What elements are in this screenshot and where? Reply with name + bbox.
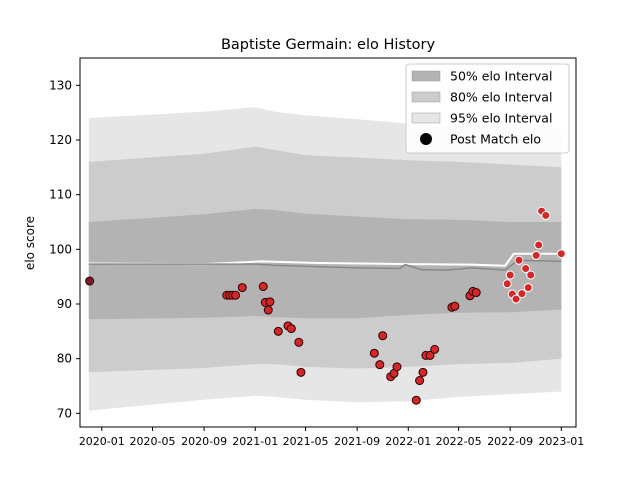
chart-title: Baptiste Germain: elo History [221, 37, 436, 53]
projected-point [514, 255, 524, 265]
y-tick-label: 80 [57, 352, 72, 366]
legend-marker [420, 133, 432, 145]
plot-frame [79, 57, 577, 428]
y-tick-label: 110 [49, 188, 72, 202]
post-match-point [415, 376, 425, 386]
post-match-point [450, 301, 460, 311]
x-tick-label: 2021-01 [232, 435, 278, 448]
post-match-point [369, 348, 379, 358]
projected-point [531, 250, 541, 260]
x-axis: 2020-01 2020-05 2020-09 2021-01 2021-05 2021-… [79, 427, 584, 448]
y-axis-label: elo score [23, 216, 37, 270]
post-match-point [294, 337, 304, 347]
legend-swatch [411, 70, 441, 82]
x-tick-label: 2022-09 [487, 435, 533, 448]
x-tick-label: 2021-09 [334, 435, 380, 448]
post-match-point [231, 290, 241, 300]
y-axis: 70 80 90 100 110 120 130 [49, 78, 80, 420]
post-match-point [425, 350, 435, 360]
mean-elo-line [88, 252, 562, 267]
y-tick-label: 100 [49, 242, 72, 256]
y-tick-label: 90 [57, 297, 72, 311]
legend-swatch [411, 112, 441, 124]
post-match-point [85, 276, 95, 286]
x-tick-label: 2020-09 [181, 435, 227, 448]
projected-point [517, 289, 527, 299]
band-50 [88, 208, 562, 320]
post-match-point [375, 360, 385, 370]
post-match-point [378, 331, 388, 341]
median-elo-line [88, 259, 562, 271]
post-match-point [430, 344, 440, 354]
x-tick-label: 2022-01 [385, 435, 431, 448]
legend: 50% elo Interval 80% elo Interval 95% elo … [405, 63, 570, 154]
y-tick-label: 120 [49, 133, 72, 147]
projected-point [505, 270, 515, 280]
post-match-point [265, 297, 275, 307]
post-match-point [418, 367, 428, 377]
x-tick-label: 2020-05 [130, 435, 176, 448]
projected-point [502, 279, 512, 289]
projected-point [521, 263, 531, 273]
legend-label: Post Match elo [450, 132, 541, 147]
legend-label: 95% elo Interval [450, 111, 552, 126]
projected-point [523, 283, 533, 293]
projected-point [541, 210, 551, 220]
post-match-point [471, 288, 481, 298]
post-match-point [296, 367, 306, 377]
legend-swatch [411, 91, 441, 103]
post-match-point [258, 282, 268, 292]
y-tick-label: 130 [49, 78, 72, 92]
post-match-point [237, 283, 247, 293]
post-match-point [392, 362, 402, 372]
post-match-point [273, 326, 283, 336]
legend-box [405, 63, 570, 154]
y-tick-label: 70 [57, 406, 72, 420]
x-tick-label: 2021-05 [283, 435, 329, 448]
post-match-point [263, 305, 273, 315]
x-tick-label: 2023-01 [538, 435, 584, 448]
legend-label: 80% elo Interval [450, 90, 552, 105]
x-tick-label: 2020-01 [79, 435, 125, 448]
projected-point [534, 240, 544, 250]
post-match-point [411, 395, 421, 405]
projected-point [556, 249, 566, 259]
post-match-point [286, 324, 296, 334]
x-tick-label: 2022-05 [436, 435, 482, 448]
legend-label: 50% elo Interval [450, 69, 552, 84]
projected-point [526, 270, 536, 280]
projected-point [511, 294, 521, 304]
